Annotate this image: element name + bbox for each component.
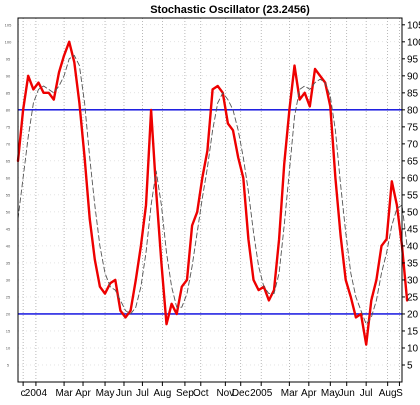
y-tick-label-left: 60 — [6, 175, 11, 180]
x-tick-label: Jun — [339, 388, 355, 399]
y-tick-label-left: 85 — [6, 90, 11, 95]
y-tick-label-right: 20 — [407, 309, 419, 320]
x-tick-label: Jun — [116, 388, 132, 399]
y-tick-label-left: 50 — [6, 209, 11, 214]
y-tick-label-right: 45 — [407, 224, 419, 235]
y-tick-label-right: 70 — [407, 139, 419, 150]
y-tick-label-right: 5 — [407, 360, 413, 371]
y-tick-label-left: 65 — [6, 158, 11, 163]
x-tick-label: Mar — [55, 388, 73, 399]
y-tick-label-right: 105 — [407, 20, 420, 31]
y-tick-label-left: 95 — [6, 56, 11, 61]
x-tick-label: May — [96, 388, 115, 399]
y-tick-label-left: 80 — [6, 107, 11, 112]
y-tick-label-right: 15 — [407, 326, 419, 337]
stochastic-line-red — [16, 40, 409, 346]
y-tick-label-right: 55 — [407, 190, 419, 201]
signal-line-dashed — [17, 54, 408, 325]
y-tick-label-right: 80 — [407, 105, 419, 116]
x-tick-label: Apr — [301, 388, 317, 399]
y-tick-label-left: 100 — [5, 39, 12, 44]
chart-title: Stochastic Oscillator (23.2456) — [150, 4, 310, 16]
x-tick-label: Dec — [232, 388, 250, 399]
y-tick-label-right: 25 — [407, 292, 419, 303]
x-tick-label: S — [396, 388, 403, 399]
y-tick-label-left: 55 — [6, 192, 11, 197]
grid-layer — [18, 18, 402, 382]
x-tick-label: Jul — [136, 388, 149, 399]
y-tick-label-right: 90 — [407, 71, 419, 82]
y-tick-label-right: 95 — [407, 54, 419, 65]
y-tick-label-right: 35 — [407, 258, 419, 269]
x-tick-label: Sep — [176, 388, 194, 399]
x-tick-label: c — [21, 388, 26, 399]
series-layer — [16, 40, 409, 346]
y-tick-label-right: 30 — [407, 275, 419, 286]
y-tick-label-left: 20 — [6, 311, 11, 316]
y-tick-label-left: 105 — [5, 22, 12, 27]
x-tick-label: Oct — [193, 388, 209, 399]
y-tick-label-left: 75 — [6, 124, 11, 129]
x-tick-label: 2004 — [25, 388, 48, 399]
y-tick-label-left: 35 — [6, 260, 11, 265]
y-tick-label-left: 70 — [6, 141, 11, 146]
x-tick-label: Nov — [216, 388, 234, 399]
y-tick-label-left: 5 — [7, 362, 10, 367]
y-tick-label-left: 10 — [6, 345, 11, 350]
x-tick-label: 2005 — [250, 388, 273, 399]
y-tick-label-right: 85 — [407, 88, 419, 99]
y-tick-label-left: 40 — [6, 243, 11, 248]
x-tick-label: Jul — [360, 388, 373, 399]
y-tick-label-right: 75 — [407, 122, 419, 133]
y-tick-label-left: 30 — [6, 277, 11, 282]
x-tick-label: Aug — [153, 388, 171, 399]
x-tick-label: Apr — [75, 388, 91, 399]
y-tick-label-right: 100 — [407, 37, 420, 48]
x-tick-label: Aug — [379, 388, 397, 399]
y-tick-label-left: 90 — [6, 73, 11, 78]
y-tick-label-right: 40 — [407, 241, 419, 252]
x-tick-label: Mar — [281, 388, 299, 399]
y-tick-label-left: 25 — [6, 294, 11, 299]
y-tick-label-right: 10 — [407, 343, 419, 354]
y-tick-label-right: 65 — [407, 156, 419, 167]
y-tick-label-right: 60 — [407, 173, 419, 184]
y-tick-label-left: 45 — [6, 226, 11, 231]
x-tick-label: May — [321, 388, 340, 399]
plot-frame — [17, 17, 403, 383]
y-tick-label-left: 15 — [6, 328, 11, 333]
y-tick-label-right: 50 — [407, 207, 419, 218]
